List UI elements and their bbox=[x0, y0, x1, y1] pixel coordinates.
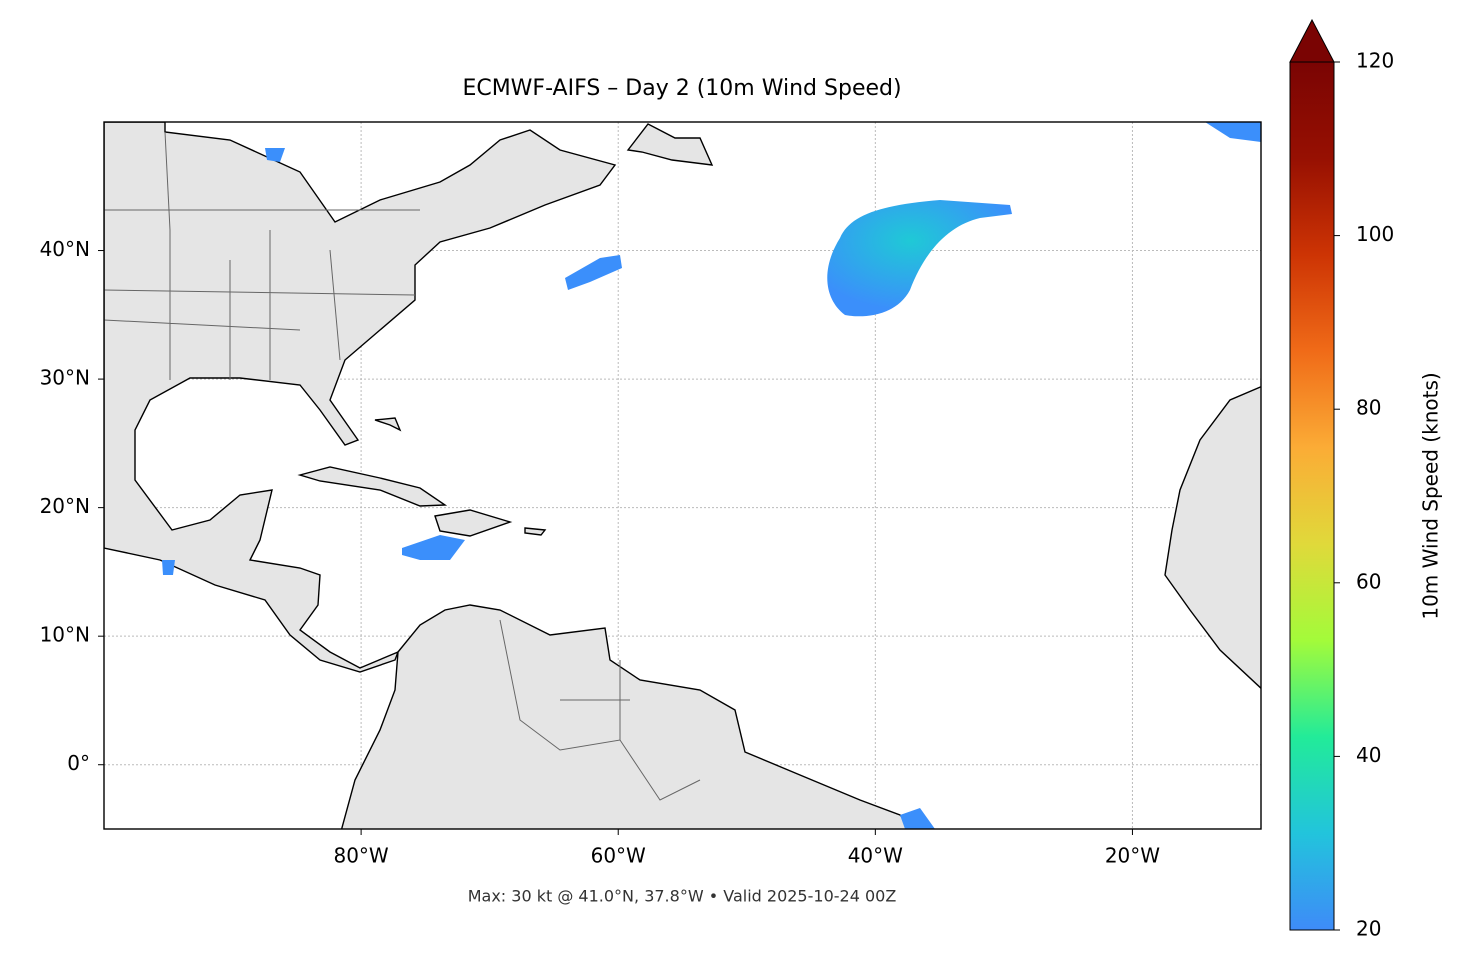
y-tick-label: 10°N bbox=[40, 623, 90, 647]
colorbar-tick-label: 40 bbox=[1356, 743, 1381, 767]
wind-area bbox=[900, 808, 935, 829]
newfoundland bbox=[626, 123, 714, 166]
colorbar-tick-label: 20 bbox=[1356, 917, 1381, 941]
puerto-rico bbox=[524, 527, 547, 536]
colorbar-scale bbox=[1289, 61, 1335, 931]
colorbar-tick-label: 100 bbox=[1356, 222, 1394, 246]
footer: Max: 30 kt @ 41.0°N, 37.8°W • Valid 2025… bbox=[468, 887, 897, 906]
map-layers bbox=[104, 122, 1261, 829]
colorbar-tick-label: 60 bbox=[1356, 569, 1381, 593]
colorbar-extend bbox=[1289, 18, 1335, 63]
africa bbox=[1164, 385, 1261, 690]
colorbar-label: 10m Wind Speed (knots) bbox=[1419, 372, 1443, 619]
country-borders bbox=[499, 619, 701, 801]
y-tick-label: 30°N bbox=[40, 366, 90, 390]
wind-area bbox=[827, 200, 1012, 317]
colorbar-tick-label: 120 bbox=[1356, 49, 1394, 73]
north-central-america bbox=[104, 122, 617, 673]
y-tick-label: 0° bbox=[67, 751, 90, 775]
x-tick-label: 20°W bbox=[1105, 844, 1160, 868]
x-tick-label: 40°W bbox=[848, 844, 903, 868]
x-tick-label: 60°W bbox=[591, 844, 646, 868]
y-tick-label: 40°N bbox=[40, 237, 90, 261]
wind-area bbox=[1205, 122, 1261, 142]
colorbar: 10m Wind Speed (knots) 20 40 60 80 100 120 bbox=[1289, 18, 1443, 941]
colorbar-tick-label: 80 bbox=[1356, 396, 1381, 420]
wind-area bbox=[402, 535, 465, 560]
south-america bbox=[340, 604, 915, 829]
title: ECMWF-AIFS – Day 2 (10m Wind Speed) bbox=[462, 76, 901, 101]
wind-area bbox=[265, 148, 285, 162]
y-tick-label: 20°N bbox=[40, 494, 90, 518]
state-borders bbox=[104, 131, 420, 380]
map-frame bbox=[103, 121, 1262, 830]
cuba bbox=[297, 466, 448, 507]
wind-area bbox=[162, 560, 175, 575]
hispaniola bbox=[434, 509, 513, 537]
wind-area bbox=[565, 255, 622, 290]
florida-keys bbox=[374, 417, 402, 432]
x-tick-label: 80°W bbox=[333, 844, 388, 868]
